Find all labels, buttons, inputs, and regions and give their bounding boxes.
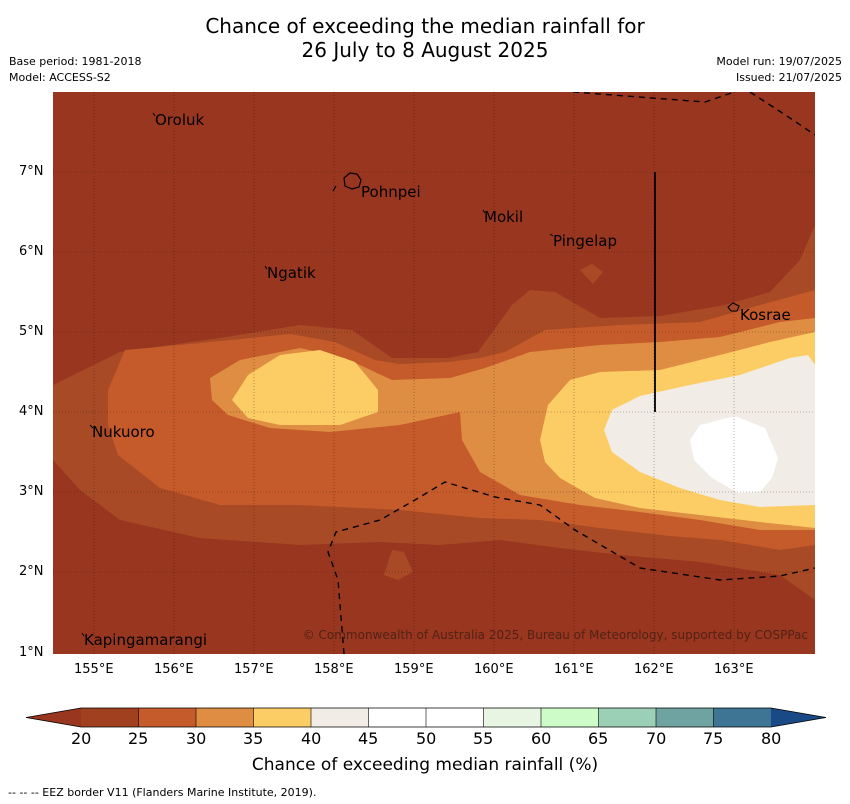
cb-tick-45: 45: [358, 729, 379, 748]
place-mokil: Mokil: [484, 208, 524, 226]
contour-40-45: [232, 350, 378, 425]
cb-tick-70: 70: [646, 729, 667, 748]
lon-tick-156: 156°E: [154, 662, 194, 677]
lon-tick-159: 159°E: [394, 662, 434, 677]
cb-tick-75: 75: [703, 729, 724, 748]
cb-tick-80: 80: [761, 729, 782, 748]
place-pohnpei: Pohnpei: [361, 183, 421, 201]
colorbar-low-extend: [26, 708, 81, 727]
cb-tick-50: 50: [416, 729, 437, 748]
place-ngatik: Ngatik: [267, 264, 316, 282]
place-kapingamarangi: Kapingamarangi: [84, 631, 208, 649]
colorbar-outline: [25, 707, 827, 728]
colorbar-seg-6: [426, 708, 484, 727]
lat-tick-4: 4°N: [19, 404, 44, 419]
map-title: Chance of exceeding the median rainfall …: [0, 14, 850, 62]
lat-tick-5: 5°N: [19, 324, 44, 339]
lon-tick-163: 163°E: [714, 662, 754, 677]
lat-tick-2: 2°N: [19, 564, 44, 579]
colorbar-seg-1: [138, 708, 196, 727]
kosrae-island-shape: [727, 302, 740, 312]
cb-tick-40: 40: [301, 729, 322, 748]
pohnpei-reef-line: [332, 185, 337, 192]
meta-left: Base period: 1981-2018 Model: ACCESS-S2: [9, 54, 141, 86]
cb-tick-25: 25: [128, 729, 149, 748]
place-kosrae: Kosrae: [740, 306, 791, 324]
model-run: Model run: 19/07/2025: [716, 55, 842, 68]
title-line-2: 26 July to 8 August 2025: [301, 38, 549, 62]
lon-tick-162: 162°E: [634, 662, 674, 677]
colorbar-dividers: [138, 708, 714, 727]
place-pingelap: Pingelap: [553, 232, 618, 250]
lat-tick-1: 1°N: [19, 645, 44, 660]
lat-tick-7: 7°N: [19, 164, 44, 179]
patch-25-30-north: [580, 264, 603, 284]
lon-tick-155: 155°E: [74, 662, 114, 677]
patch-25-30-south: [384, 550, 413, 580]
pohnpei-island-shape: [343, 172, 362, 190]
colorbar-seg-4: [311, 708, 369, 727]
gridlines: [53, 92, 815, 654]
colorbar-ticks: 20 25 30 35 40 45 50 55 60 65 70 75 80: [0, 729, 850, 749]
lat-tick-3: 3°N: [19, 484, 44, 499]
cb-tick-30: 30: [186, 729, 207, 748]
colorbar-seg-10: [656, 708, 714, 727]
meta-right: Model run: 19/07/2025 Issued: 21/07/2025: [716, 54, 842, 86]
cb-tick-20: 20: [71, 729, 92, 748]
colorbar-high-extend: [771, 708, 826, 727]
place-ticks: [81, 112, 554, 637]
colorbar-label: Chance of exceeding median rainfall (%): [251, 755, 599, 775]
contour-50-55: [690, 416, 778, 493]
patch-40-45-small: [312, 391, 330, 395]
cb-tick-60: 60: [531, 729, 552, 748]
eez-border: [327, 92, 815, 654]
colorbar: [25, 707, 827, 728]
cb-tick-55: 55: [473, 729, 494, 748]
model-name: Model: ACCESS-S2: [9, 71, 111, 84]
colorbar-seg-7: [483, 708, 541, 727]
cb-tick-35: 35: [243, 729, 264, 748]
title-line-1: Chance of exceeding the median rainfall …: [205, 14, 645, 38]
place-nukuoro: Nukuoro: [92, 423, 155, 441]
colorbar-seg-9: [598, 708, 656, 727]
issued-date: Issued: 21/07/2025: [735, 71, 842, 84]
colorbar-seg-2: [196, 708, 254, 727]
cb-tick-65: 65: [588, 729, 609, 748]
lon-tick-160: 160°E: [474, 662, 514, 677]
colorbar-seg-3: [253, 708, 311, 727]
copyright-credit: © Commonwealth of Australia 2025, Bureau…: [302, 628, 808, 642]
colorbar-seg-5: [368, 708, 426, 727]
colorbar-seg-0: [81, 708, 139, 727]
lon-tick-161: 161°E: [554, 662, 594, 677]
eez-footnote: -- -- -- EEZ border V11 (Flanders Marine…: [8, 786, 317, 799]
lon-tick-158: 158°E: [314, 662, 354, 677]
colorbar-seg-8: [541, 708, 599, 727]
base-period: Base period: 1981-2018: [9, 55, 142, 68]
lat-tick-6: 6°N: [19, 244, 44, 259]
colorbar-seg-11: [713, 708, 771, 727]
place-oroluk: Oroluk: [155, 111, 205, 129]
lon-tick-157: 157°E: [234, 662, 274, 677]
rainfall-contours: [53, 92, 815, 654]
